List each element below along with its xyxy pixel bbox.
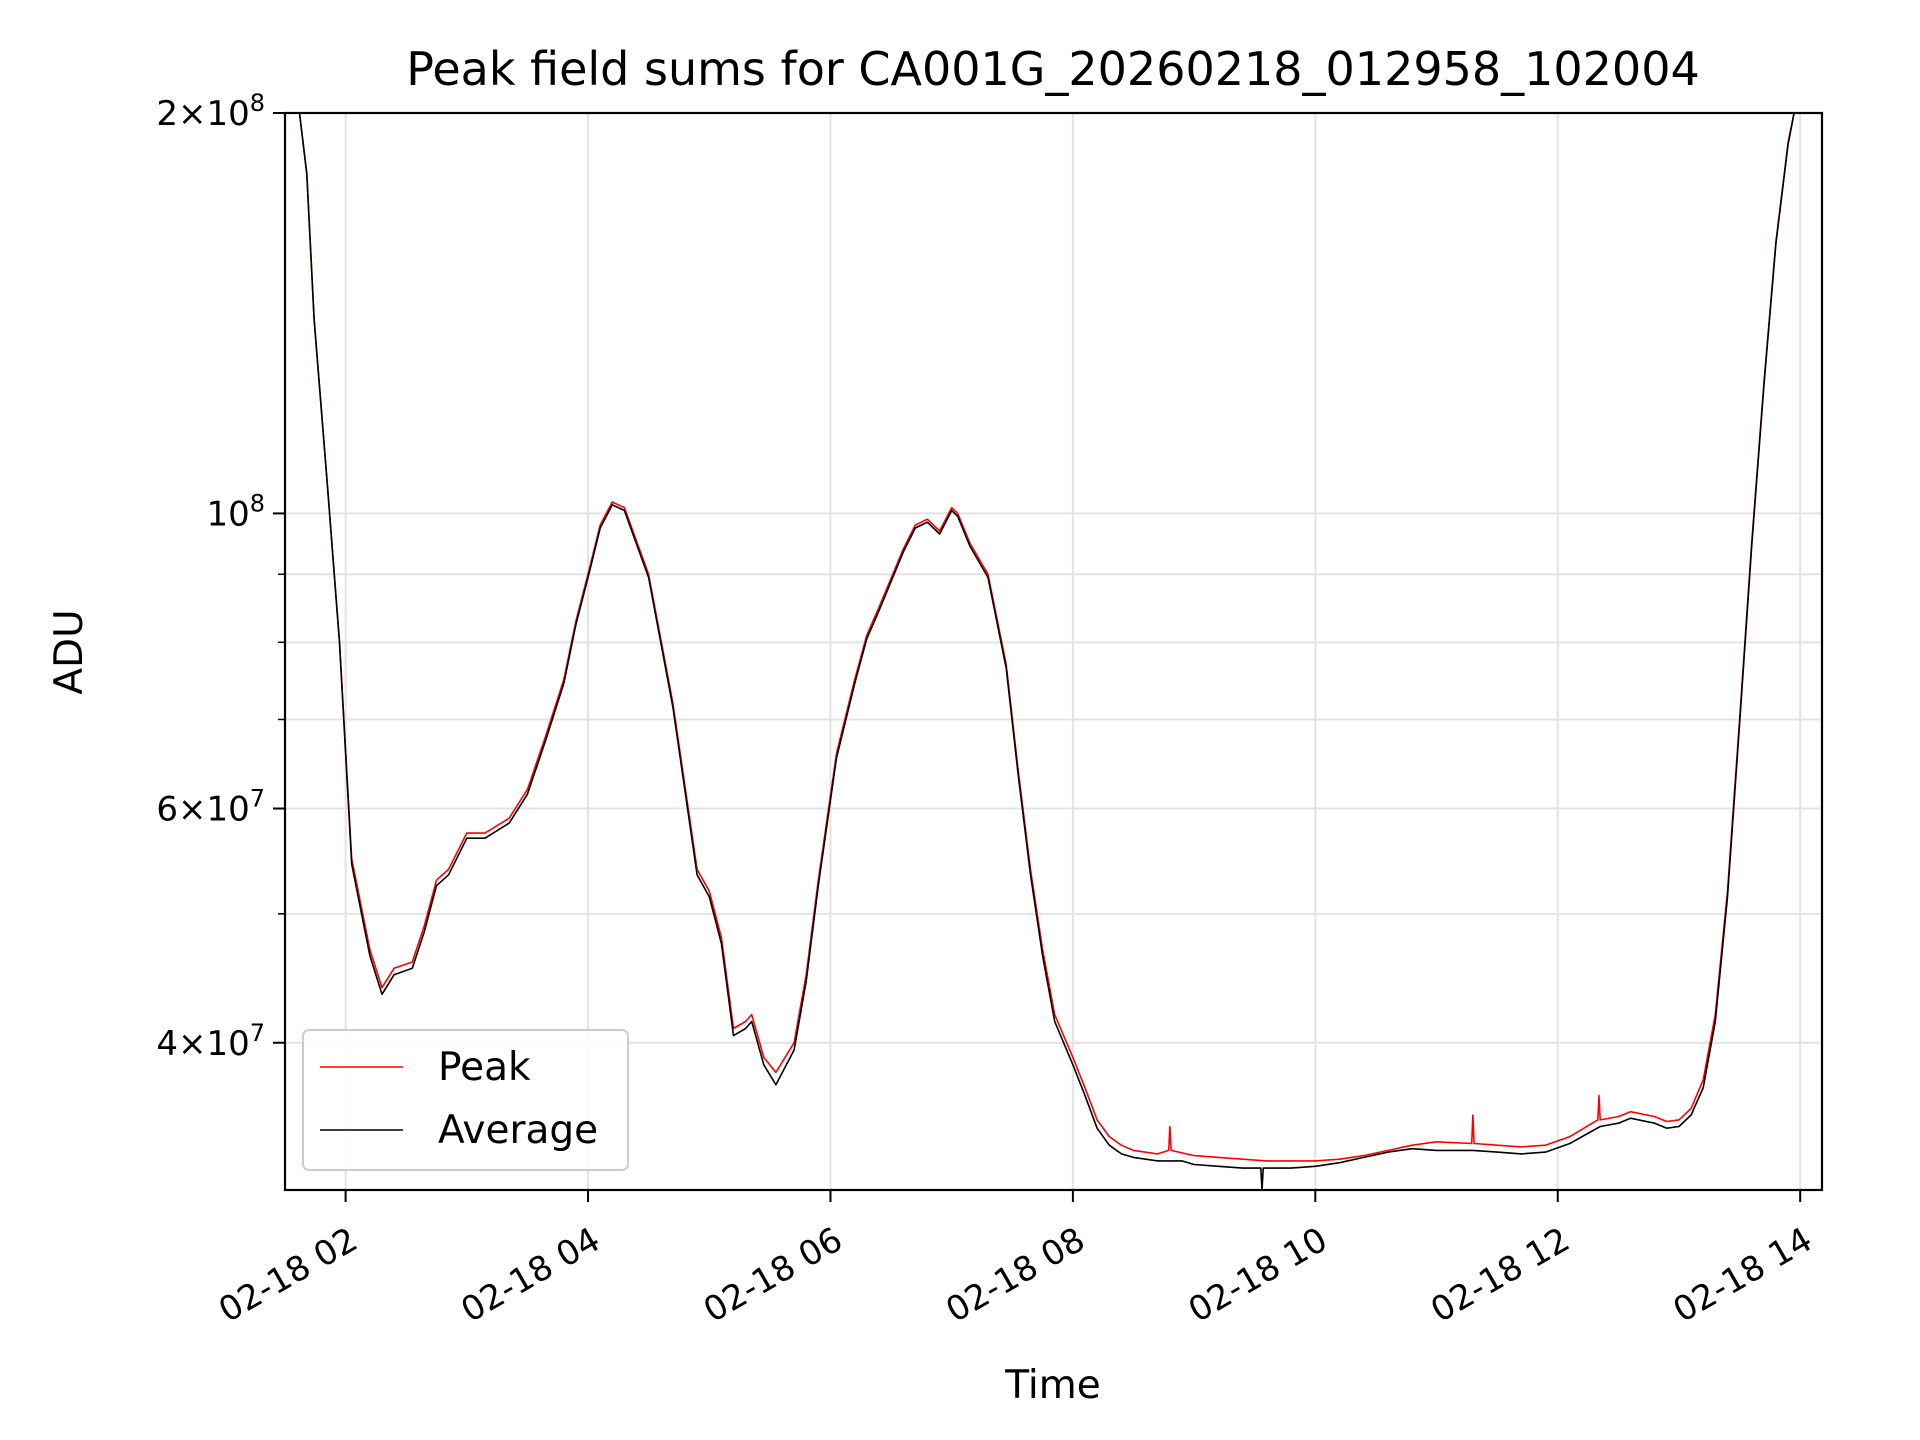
y-axis-label: ADU <box>47 609 92 694</box>
series-line-average <box>285 113 1822 1190</box>
legend-average-label: Average <box>438 1108 598 1153</box>
legend-peak-label: Peak <box>438 1045 531 1090</box>
x-axis-label: Time <box>1004 1363 1100 1408</box>
y-tick-label: 4×107 <box>156 1019 265 1064</box>
series-group <box>285 113 1822 1190</box>
chart-title: Peak field sums for CA001G_20260218_0129… <box>406 42 1699 96</box>
legend: Peak Average <box>302 1029 629 1171</box>
plot-frame <box>283 111 1824 1192</box>
plot-area <box>285 113 1822 1190</box>
y-tick-label: 6×107 <box>156 785 265 830</box>
y-tick-label: 2×108 <box>156 89 265 134</box>
legend-box <box>302 1029 629 1171</box>
